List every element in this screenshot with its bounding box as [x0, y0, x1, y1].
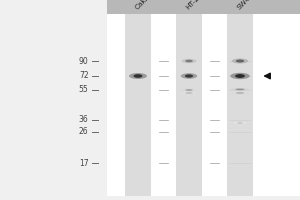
- Ellipse shape: [236, 89, 244, 90]
- Ellipse shape: [236, 92, 244, 94]
- Ellipse shape: [237, 122, 243, 124]
- Ellipse shape: [185, 60, 193, 62]
- Ellipse shape: [185, 89, 193, 91]
- Ellipse shape: [185, 92, 193, 94]
- Ellipse shape: [129, 73, 147, 79]
- Ellipse shape: [233, 122, 247, 124]
- Ellipse shape: [134, 74, 142, 78]
- Text: 72: 72: [79, 72, 88, 80]
- Text: 90: 90: [79, 56, 88, 66]
- Ellipse shape: [182, 92, 196, 94]
- Ellipse shape: [232, 92, 248, 94]
- Text: HT-29: HT-29: [185, 0, 204, 11]
- Text: 55: 55: [79, 85, 88, 94]
- Ellipse shape: [236, 60, 244, 62]
- Text: SW480: SW480: [236, 0, 258, 11]
- Bar: [125, 14, 151, 196]
- Ellipse shape: [235, 74, 245, 78]
- Ellipse shape: [181, 73, 197, 79]
- Bar: [176, 14, 202, 196]
- Bar: [227, 14, 253, 196]
- Ellipse shape: [231, 88, 249, 91]
- Ellipse shape: [182, 59, 196, 63]
- Bar: [106, 0, 300, 14]
- Ellipse shape: [182, 89, 196, 91]
- Ellipse shape: [230, 73, 250, 79]
- Bar: [106, 14, 300, 196]
- Text: 26: 26: [79, 128, 88, 136]
- Ellipse shape: [232, 58, 248, 64]
- Text: Caki-1: Caki-1: [134, 0, 154, 11]
- Text: 36: 36: [79, 116, 88, 124]
- Text: 17: 17: [79, 158, 88, 168]
- Ellipse shape: [185, 74, 193, 78]
